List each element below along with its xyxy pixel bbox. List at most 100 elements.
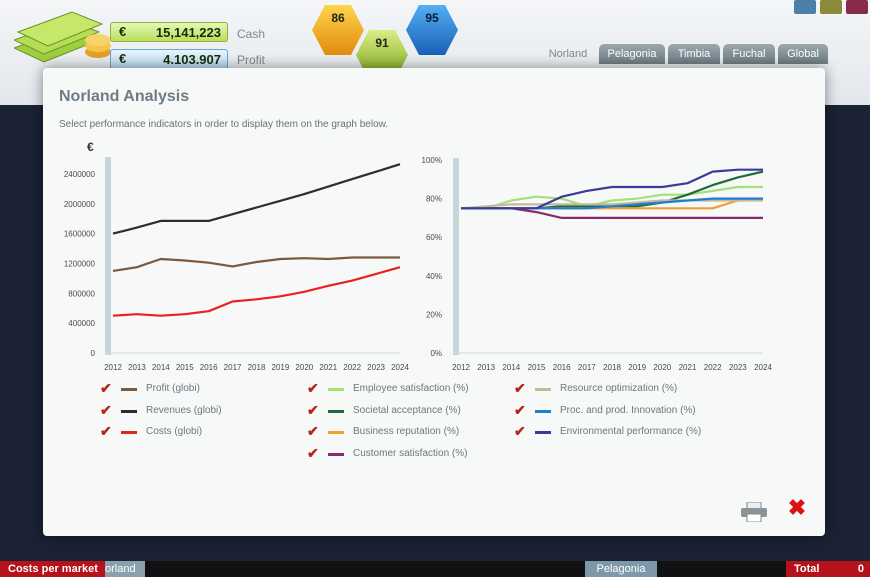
profit-label: Profit bbox=[237, 53, 266, 67]
legend-label: Costs (globi) bbox=[146, 426, 203, 437]
y-tick-label: 0 bbox=[91, 349, 96, 358]
x-tick-label: 2023 bbox=[729, 363, 747, 372]
total-value: 0 bbox=[857, 563, 864, 575]
customers-badge-value: 95 bbox=[425, 11, 439, 25]
x-tick-label: 2022 bbox=[343, 363, 361, 372]
x-tick-label: 2024 bbox=[391, 363, 409, 372]
x-tick-label: 2015 bbox=[528, 363, 546, 372]
y-tick-label: 100% bbox=[422, 156, 442, 165]
pelagonia-market-label[interactable]: Pelagonia bbox=[585, 561, 657, 577]
tab-norland[interactable]: Norland bbox=[548, 48, 588, 60]
checkbox-icon[interactable]: ✔ bbox=[100, 380, 112, 396]
system-buttons bbox=[792, 0, 870, 14]
profit-display: € 4.103.907 bbox=[110, 49, 228, 69]
series-line-revenues-globi bbox=[112, 163, 401, 235]
x-tick-label: 2022 bbox=[704, 363, 722, 372]
x-tick-label: 2017 bbox=[578, 363, 596, 372]
series-line-profit-globi bbox=[112, 256, 400, 272]
currency-axis-symbol: € bbox=[87, 140, 94, 154]
y-tick-label: 2000000 bbox=[64, 200, 96, 209]
cash-label: Cash bbox=[237, 27, 266, 41]
tab-global[interactable]: Global bbox=[778, 44, 828, 64]
legend-swatch bbox=[121, 388, 137, 391]
pin-icon[interactable] bbox=[794, 0, 816, 14]
legend-label: Resource optimization (%) bbox=[560, 383, 678, 394]
checkbox-icon[interactable]: ✔ bbox=[307, 423, 319, 439]
x-tick-label: 2012 bbox=[104, 363, 122, 372]
x-tick-label: 2018 bbox=[248, 363, 266, 372]
legend-label: Revenues (globi) bbox=[146, 404, 222, 416]
money-stack-icon bbox=[14, 11, 111, 63]
legend-label: Business reputation (%) bbox=[353, 426, 460, 437]
y-tick-label: 80% bbox=[426, 195, 442, 204]
legend-swatch bbox=[328, 388, 344, 391]
norland-market-label[interactable]: orland bbox=[105, 561, 145, 577]
y-tick-label: 1600000 bbox=[64, 230, 96, 239]
x-tick-label: 2019 bbox=[272, 363, 290, 372]
y-tick-label: 400000 bbox=[68, 319, 95, 328]
x-tick-label: 2017 bbox=[224, 363, 242, 372]
legend-label: Employee satisfaction (%) bbox=[353, 383, 469, 394]
checkbox-icon[interactable]: ✔ bbox=[514, 380, 526, 396]
y-tick-label: 0% bbox=[430, 349, 442, 358]
x-tick-label: 2018 bbox=[603, 363, 621, 372]
checkbox-icon[interactable]: ✔ bbox=[514, 423, 526, 439]
x-tick-label: 2021 bbox=[319, 363, 337, 372]
page-title: Norland Analysis bbox=[59, 88, 190, 105]
legend-label: Environmental performance (%) bbox=[560, 426, 702, 437]
x-tick-label: 2012 bbox=[452, 363, 470, 372]
tab-timbia[interactable]: Timbia bbox=[668, 44, 720, 64]
legend-label: Proc. and prod. Innovation (%) bbox=[560, 404, 696, 416]
x-tick-label: 2013 bbox=[128, 363, 146, 372]
checkbox-icon[interactable]: ✔ bbox=[307, 444, 319, 461]
x-tick-label: 2020 bbox=[295, 363, 313, 372]
checkbox-icon[interactable]: ✔ bbox=[100, 401, 112, 418]
x-tick-label: 2023 bbox=[367, 363, 385, 372]
y-tick-label: 60% bbox=[426, 233, 442, 242]
x-tick-label: 2021 bbox=[679, 363, 697, 372]
euro-icon: € bbox=[119, 24, 127, 39]
employees-badge[interactable]: 86 bbox=[312, 5, 364, 55]
legend-swatch bbox=[121, 409, 137, 413]
y-tick-label: 20% bbox=[426, 310, 442, 319]
checkbox-icon[interactable]: ✔ bbox=[307, 380, 319, 396]
series-line-costs-globi bbox=[112, 266, 401, 317]
legend-swatch bbox=[121, 431, 137, 434]
checkbox-icon[interactable]: ✔ bbox=[514, 401, 526, 418]
print-icon[interactable] bbox=[740, 502, 768, 522]
total-label: Total 0 bbox=[786, 561, 870, 577]
cash-value: 15,141,223 bbox=[155, 25, 221, 40]
analysis-charts: 0 400000 800000 1200000 1600000 2000000 240000… bbox=[64, 156, 773, 372]
x-tick-label: 2019 bbox=[628, 363, 646, 372]
series-line-customer-satisfaction bbox=[461, 207, 763, 219]
x-tick-label: 2016 bbox=[200, 363, 218, 372]
tab-fuchal[interactable]: Fuchal bbox=[723, 44, 775, 64]
x-tick-label: 2014 bbox=[502, 363, 520, 372]
legend-swatch bbox=[535, 431, 551, 434]
environment-badge-value: 91 bbox=[375, 36, 389, 50]
checkbox-icon[interactable]: ✔ bbox=[100, 423, 112, 439]
analysis-modal: Norland Analysis Select performance indi… bbox=[43, 68, 825, 536]
series-line-resource-optimization bbox=[460, 199, 763, 210]
employees-badge-value: 86 bbox=[331, 11, 345, 25]
tab-pelagonia[interactable]: Pelagonia bbox=[599, 44, 665, 64]
x-tick-label: 2013 bbox=[477, 363, 495, 372]
y-tick-label: 2400000 bbox=[64, 170, 96, 179]
legend-swatch bbox=[535, 409, 551, 413]
legend-swatch bbox=[328, 409, 344, 413]
close-icon[interactable]: ✖ bbox=[787, 495, 807, 520]
x-tick-label: 2020 bbox=[653, 363, 671, 372]
checkbox-icon[interactable]: ✔ bbox=[307, 401, 319, 418]
series-line-environmental-performance bbox=[461, 168, 763, 210]
x-tick-label: 2016 bbox=[553, 363, 571, 372]
x-tick-label: 2015 bbox=[176, 363, 194, 372]
modal-instructions: Select performance indicators in order t… bbox=[59, 119, 389, 130]
legend-label: Customer satisfaction (%) bbox=[353, 447, 468, 459]
help-icon[interactable] bbox=[820, 0, 842, 14]
euro-icon: € bbox=[119, 51, 127, 66]
y-axis-bar bbox=[453, 158, 459, 355]
customers-badge[interactable]: 95 bbox=[406, 5, 458, 55]
profit-value: 4.103.907 bbox=[163, 52, 221, 67]
power-icon[interactable] bbox=[846, 0, 868, 14]
bottom-bar: Costs per market orland Pelagonia Total … bbox=[0, 561, 870, 577]
